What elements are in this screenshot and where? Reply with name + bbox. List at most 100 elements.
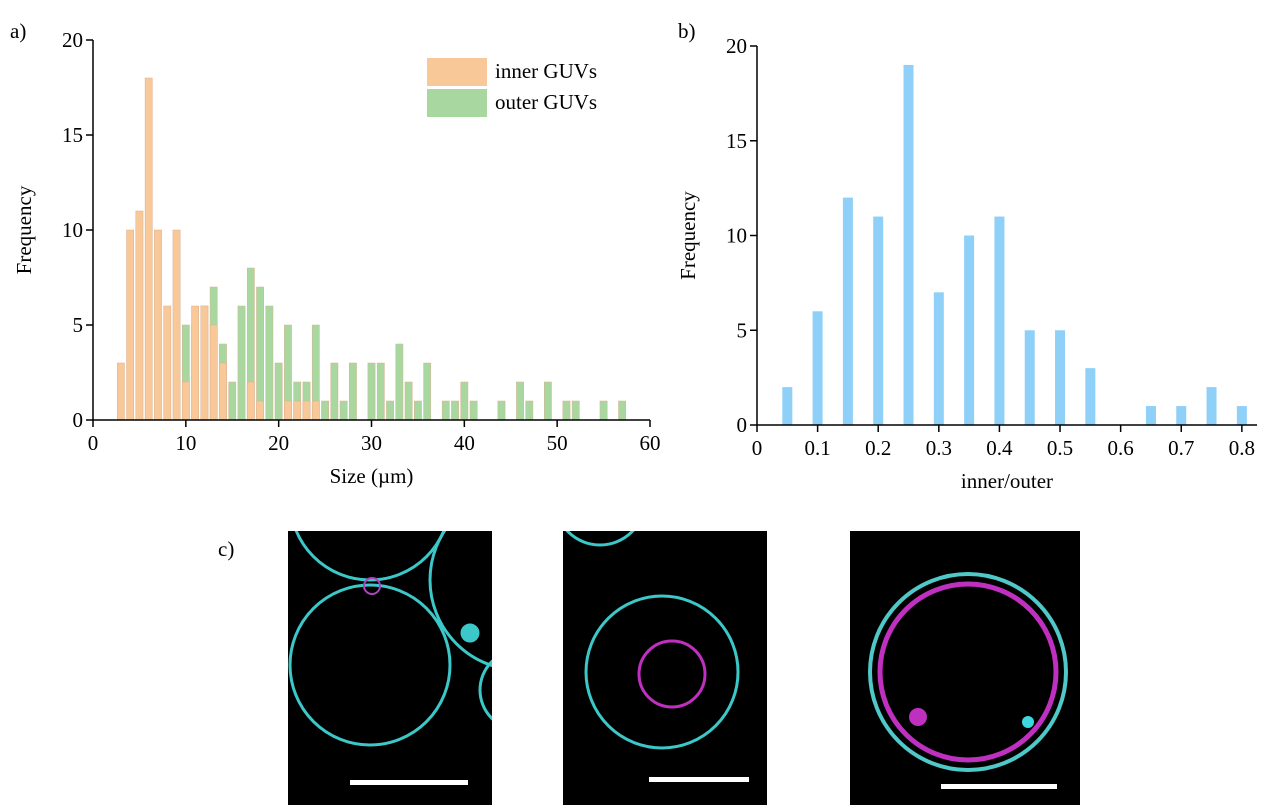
legend-label: inner GUVs bbox=[495, 59, 597, 83]
bar bbox=[619, 401, 626, 420]
x-axis-label: inner/outer bbox=[961, 469, 1053, 493]
bar bbox=[994, 217, 1004, 425]
micrograph bbox=[288, 531, 492, 805]
panel-label: b) bbox=[678, 19, 696, 43]
y-tick-label: 20 bbox=[726, 34, 747, 58]
bar bbox=[164, 306, 171, 420]
bar bbox=[526, 401, 533, 420]
bar bbox=[451, 401, 458, 420]
panel-label: a) bbox=[10, 19, 26, 43]
x-tick-label: 0 bbox=[752, 436, 763, 460]
bar bbox=[247, 382, 254, 420]
bar bbox=[275, 363, 282, 420]
scale-bar bbox=[350, 780, 468, 785]
y-tick-label: 10 bbox=[62, 218, 83, 242]
bar bbox=[386, 401, 393, 420]
bar bbox=[470, 401, 477, 420]
bar bbox=[256, 287, 263, 420]
x-tick-label: 10 bbox=[175, 431, 196, 455]
bar bbox=[843, 198, 853, 425]
x-tick-label: 0.8 bbox=[1229, 436, 1255, 460]
bar bbox=[266, 306, 273, 420]
y-tick-label: 15 bbox=[62, 123, 83, 147]
y-tick-label: 10 bbox=[726, 224, 747, 248]
bar bbox=[1085, 368, 1095, 425]
bar bbox=[127, 230, 134, 420]
bar bbox=[210, 325, 217, 420]
bar bbox=[349, 363, 356, 420]
bar bbox=[284, 401, 291, 420]
bar bbox=[461, 382, 468, 420]
x-tick-label: 60 bbox=[640, 431, 661, 455]
panel-label: c) bbox=[218, 537, 234, 561]
bar bbox=[813, 311, 823, 425]
scale-bar bbox=[649, 777, 749, 782]
bar bbox=[1146, 406, 1156, 425]
bar bbox=[145, 78, 152, 420]
scale-bar bbox=[941, 784, 1057, 789]
bar bbox=[1207, 387, 1217, 425]
bar bbox=[256, 401, 263, 420]
bar bbox=[238, 306, 245, 420]
bar bbox=[117, 363, 124, 420]
y-tick-label: 0 bbox=[73, 408, 84, 432]
legend-label: outer GUVs bbox=[495, 90, 597, 114]
y-tick-label: 0 bbox=[737, 413, 748, 437]
y-axis-label: Frequency bbox=[676, 191, 700, 280]
x-tick-label: 0.7 bbox=[1168, 436, 1194, 460]
legend-swatch bbox=[427, 89, 487, 117]
bar bbox=[563, 401, 570, 420]
bar bbox=[294, 401, 301, 420]
bar bbox=[442, 401, 449, 420]
bar bbox=[405, 382, 412, 420]
bar bbox=[154, 230, 161, 420]
bar bbox=[340, 401, 347, 420]
bar bbox=[782, 387, 792, 425]
bar bbox=[201, 306, 208, 420]
bar bbox=[377, 363, 384, 420]
bar bbox=[331, 363, 338, 420]
y-tick-label: 5 bbox=[73, 313, 84, 337]
bar bbox=[321, 401, 328, 420]
x-axis-label: Size (µm) bbox=[330, 464, 414, 488]
bar bbox=[873, 217, 883, 425]
y-axis-label: Frequency bbox=[12, 185, 36, 274]
y-tick-label: 5 bbox=[737, 318, 748, 342]
x-tick-label: 0.4 bbox=[986, 436, 1013, 460]
bar bbox=[904, 65, 914, 425]
x-tick-label: 0.2 bbox=[865, 436, 891, 460]
bar bbox=[414, 401, 421, 420]
x-tick-label: 0.3 bbox=[926, 436, 952, 460]
x-tick-label: 0.1 bbox=[804, 436, 830, 460]
bar bbox=[173, 230, 180, 420]
legend-swatch bbox=[427, 58, 487, 86]
x-tick-label: 40 bbox=[454, 431, 475, 455]
bar bbox=[396, 344, 403, 420]
bar bbox=[964, 236, 974, 426]
bar bbox=[1055, 330, 1065, 425]
bar bbox=[1237, 406, 1247, 425]
bar bbox=[229, 382, 236, 420]
figure: a) b) c) inner GUVs outer GUVs 0 5 10 15 20 0 10… bbox=[0, 0, 1274, 805]
y-tick-label: 15 bbox=[726, 129, 747, 153]
bar bbox=[182, 382, 189, 420]
bar bbox=[572, 401, 579, 420]
x-tick-label: 0.5 bbox=[1047, 436, 1073, 460]
bar bbox=[934, 292, 944, 425]
bar bbox=[600, 401, 607, 420]
bar bbox=[136, 211, 143, 420]
bar bbox=[1025, 330, 1035, 425]
bar bbox=[498, 401, 505, 420]
bar bbox=[368, 363, 375, 420]
bar bbox=[303, 401, 310, 420]
x-tick-label: 20 bbox=[268, 431, 289, 455]
x-tick-label: 30 bbox=[361, 431, 382, 455]
x-tick-label: 0.6 bbox=[1108, 436, 1134, 460]
x-tick-label: 0 bbox=[88, 431, 99, 455]
bar bbox=[424, 363, 431, 420]
bar bbox=[1176, 406, 1186, 425]
bar bbox=[219, 363, 226, 420]
bar bbox=[544, 382, 551, 420]
bar bbox=[191, 306, 198, 420]
bar bbox=[312, 401, 319, 420]
